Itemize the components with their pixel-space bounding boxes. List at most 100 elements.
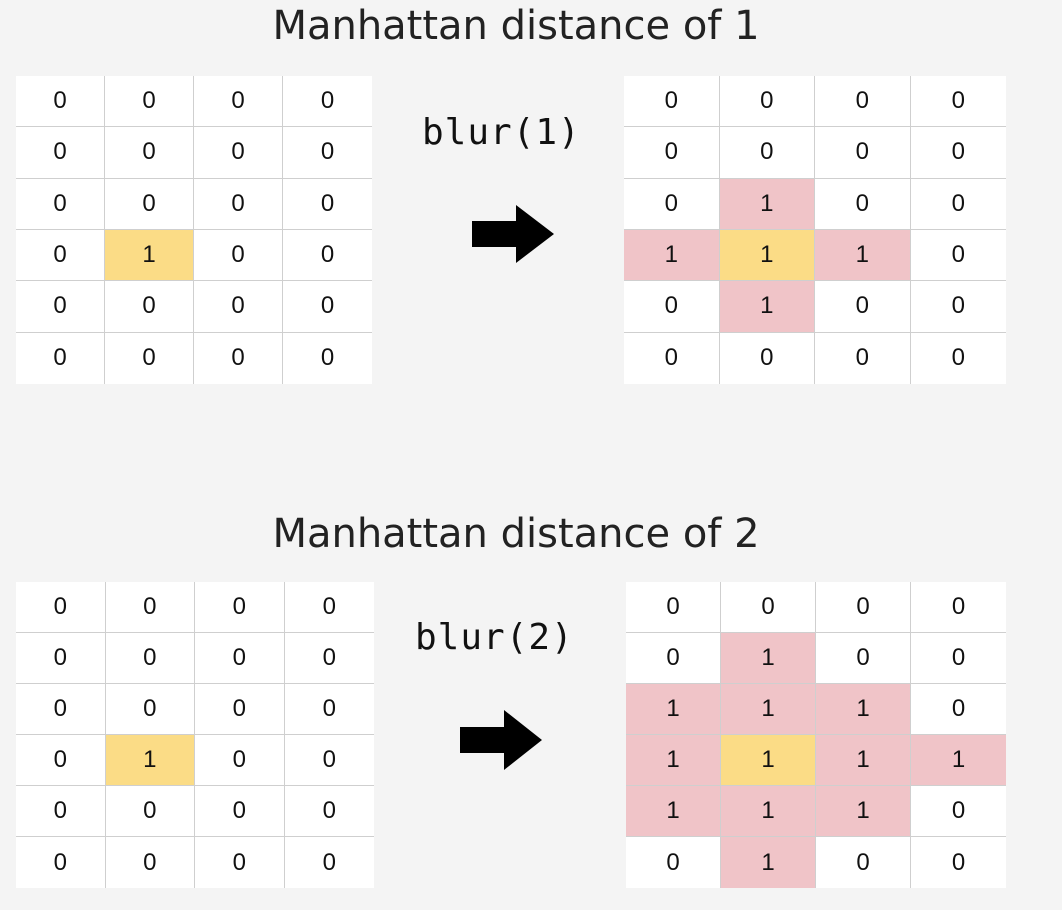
output-cell-blurred: 1 (721, 837, 816, 888)
output-cell: 0 (624, 178, 720, 230)
output-cell: 0 (910, 127, 1006, 179)
input-cell: 0 (284, 735, 374, 786)
output-cell-blurred: 1 (816, 735, 911, 786)
output-cell: 0 (910, 230, 1006, 282)
output-cell-blurred: 1 (626, 684, 721, 735)
output-cell-blurred: 1 (721, 684, 816, 735)
output-cell-origin: 1 (719, 229, 815, 282)
panel-1-operation-label: blur(1) (422, 112, 581, 153)
output-cell: 0 (911, 633, 1006, 684)
input-cell: 0 (284, 684, 374, 735)
output-cell: 0 (815, 76, 911, 128)
output-cell: 0 (815, 281, 911, 333)
input-cell: 0 (16, 633, 106, 684)
output-cell: 0 (626, 582, 721, 633)
output-cell: 0 (910, 179, 1006, 230)
output-cell: 0 (911, 786, 1006, 837)
input-cell: 0 (284, 582, 374, 633)
input-cell: 0 (283, 127, 372, 179)
output-cell: 0 (624, 281, 720, 333)
right-arrow-icon (472, 205, 554, 263)
input-cell-origin: 1 (105, 229, 194, 282)
input-cell: 0 (195, 633, 285, 684)
output-cell-blurred: 1 (626, 786, 721, 837)
input-cell: 0 (284, 786, 374, 837)
input-cell: 0 (195, 735, 285, 786)
input-cell: 0 (16, 127, 105, 179)
output-cell: 0 (721, 582, 816, 633)
input-cell: 0 (194, 178, 283, 230)
input-cell: 0 (105, 178, 194, 230)
input-cell: 0 (283, 230, 372, 282)
input-cell: 0 (194, 229, 283, 282)
input-cell: 0 (195, 684, 285, 735)
input-cell: 0 (320, 344, 335, 372)
output-cell-blurred: 1 (624, 229, 720, 282)
output-cell-origin: 1 (721, 735, 816, 786)
input-cell: 0 (105, 127, 194, 179)
output-cell: 0 (911, 684, 1006, 735)
output-cell-blurred: 1 (816, 786, 911, 837)
input-cell: 0 (105, 582, 195, 633)
output-cell: 0 (815, 127, 911, 179)
input-cell: 0 (16, 281, 105, 333)
input-cell: 0 (16, 178, 105, 230)
panel-2-title: Manhattan distance of 2 (272, 511, 760, 557)
input-cell-origin: 1 (105, 735, 195, 786)
output-cell: 0 (626, 633, 721, 684)
output-cell: 0 (719, 76, 815, 128)
input-cell: 0 (283, 281, 372, 333)
input-cell: 0 (16, 786, 106, 837)
output-cell: 0 (624, 332, 720, 384)
output-cell-blurred: 1 (626, 735, 721, 786)
panel-1-title: Manhattan distance of 1 (272, 3, 760, 49)
output-cell-blurred: 1 (815, 229, 911, 282)
input-cell: 0 (194, 76, 283, 128)
input-cell: 0 (16, 837, 106, 888)
output-cell: 0 (815, 332, 911, 384)
input-cell: 0 (283, 76, 372, 128)
input-cell: 0 (322, 848, 336, 876)
input-cell: 0 (16, 332, 105, 384)
input-cell: 0 (16, 582, 106, 633)
input-cell: 0 (16, 735, 106, 786)
output-cell: 0 (910, 281, 1006, 333)
input-cell: 0 (105, 332, 194, 384)
output-cell: 0 (910, 76, 1006, 128)
input-cell: 0 (16, 76, 105, 128)
input-cell: 0 (105, 633, 195, 684)
output-cell-blurred: 1 (816, 684, 911, 735)
output-cell-blurred: 1 (721, 786, 816, 837)
input-cell: 0 (194, 281, 283, 333)
input-cell: 0 (16, 684, 106, 735)
input-cell: 0 (195, 582, 285, 633)
input-cell: 0 (195, 837, 285, 888)
input-cell: 0 (105, 281, 194, 333)
input-cell: 0 (105, 786, 195, 837)
panel-2-operation-label: blur(2) (415, 617, 574, 658)
input-cell: 0 (16, 229, 105, 282)
input-cell: 0 (194, 332, 283, 384)
input-cell: 0 (105, 684, 195, 735)
input-cell: 0 (284, 633, 374, 684)
input-cell: 0 (283, 179, 372, 230)
input-cell: 0 (106, 837, 195, 888)
output-cell: 0 (624, 127, 720, 179)
output-cell: 0 (816, 582, 911, 633)
output-cell: 0 (911, 582, 1006, 633)
output-cell-blurred: 1 (911, 735, 1006, 786)
output-cell: 0 (816, 837, 911, 888)
output-cell-blurred: 1 (719, 178, 815, 230)
input-cell: 0 (105, 76, 194, 128)
output-cell: 0 (816, 633, 911, 684)
output-cell-blurred: 1 (721, 633, 816, 684)
output-cell: 0 (951, 344, 965, 372)
output-cell: 0 (951, 848, 966, 876)
output-cell: 0 (624, 76, 720, 128)
output-cell: 0 (815, 178, 911, 230)
output-cell: 0 (626, 837, 721, 888)
